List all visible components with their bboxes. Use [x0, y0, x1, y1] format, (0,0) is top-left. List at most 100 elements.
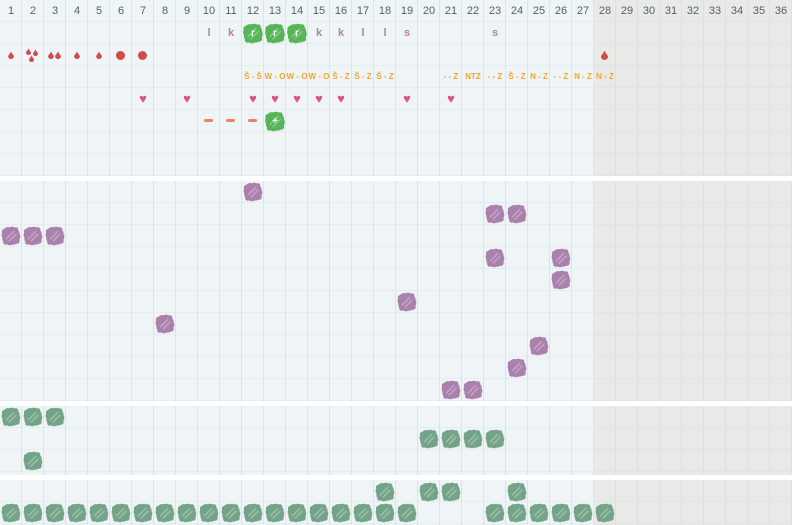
sprout-splat-icon[interactable]: r — [242, 23, 264, 44]
green-crop-section-b — [0, 480, 792, 525]
crop-blob-icon[interactable] — [573, 503, 593, 523]
planting-calendar-board: 1234567891011121314151617181920212223242… — [0, 0, 792, 525]
sprout-splat-icon[interactable]: r — [264, 23, 286, 44]
crop-blob-icon[interactable] — [485, 248, 505, 268]
crop-blob-icon[interactable] — [89, 503, 109, 523]
crop-blob-icon[interactable] — [23, 503, 43, 523]
crop-blob-icon[interactable] — [309, 503, 329, 523]
off-season-zone — [594, 181, 792, 401]
week-number-label: 32 — [682, 0, 704, 22]
schedule-code-label: - - Z — [549, 66, 573, 88]
week-number-label: 24 — [506, 0, 528, 22]
week-number-label: 4 — [66, 0, 88, 22]
heart-icon: ♥ — [286, 88, 308, 110]
crop-blob-icon[interactable] — [441, 429, 461, 449]
crop-blob-icon[interactable] — [463, 380, 483, 400]
week-number-label: 35 — [748, 0, 770, 22]
schedule-code-label: N - Z — [593, 66, 617, 88]
crop-blob-icon[interactable] — [441, 482, 461, 502]
crop-blob-icon[interactable] — [507, 503, 527, 523]
plant-letter-label: l — [352, 22, 374, 44]
week-number-label: 5 — [88, 0, 110, 22]
crop-blob-icon[interactable] — [353, 503, 373, 523]
crop-blob-icon[interactable] — [551, 248, 571, 268]
week-number-label: 22 — [462, 0, 484, 22]
week-number-label: 2 — [22, 0, 44, 22]
crop-blob-icon[interactable] — [243, 182, 263, 202]
schedule-code-label: Š - Z — [373, 66, 397, 88]
schedule-code-label: Š - Š — [241, 66, 265, 88]
crop-blob-icon[interactable] — [111, 503, 131, 523]
sprout-splat-icon[interactable]: r — [286, 23, 308, 44]
crop-blob-icon[interactable] — [463, 429, 483, 449]
off-season-zone — [594, 0, 792, 176]
crop-blob-icon[interactable] — [23, 407, 43, 427]
crop-blob-icon[interactable] — [551, 503, 571, 523]
crop-blob-icon[interactable] — [595, 503, 615, 523]
crop-blob-icon[interactable] — [67, 503, 87, 523]
plant-letter-label: l — [198, 22, 220, 44]
heart-icon: ♥ — [440, 88, 462, 110]
crop-blob-icon[interactable] — [507, 204, 527, 224]
crop-blob-icon[interactable] — [529, 503, 549, 523]
crop-blob-icon[interactable] — [45, 407, 65, 427]
plant-letter-label: k — [308, 22, 330, 44]
crop-blob-icon[interactable] — [177, 503, 197, 523]
week-number-label: 21 — [440, 0, 462, 22]
crop-blob-icon[interactable] — [507, 482, 527, 502]
crop-blob-icon[interactable] — [397, 292, 417, 312]
crop-blob-icon[interactable] — [331, 503, 351, 523]
crop-blob-icon[interactable] — [23, 451, 43, 471]
week-number-label: 27 — [572, 0, 594, 22]
crop-blob-icon[interactable] — [529, 336, 549, 356]
crop-blob-icon[interactable] — [23, 226, 43, 246]
week-number-label: 20 — [418, 0, 440, 22]
crop-blob-icon[interactable] — [287, 503, 307, 523]
crop-blob-icon[interactable] — [1, 226, 21, 246]
week-number-label: 9 — [176, 0, 198, 22]
crop-blob-icon[interactable] — [375, 503, 395, 523]
crop-blob-icon[interactable] — [155, 314, 175, 334]
week-number-label: 6 — [110, 0, 132, 22]
plant-letter-label: s — [484, 22, 506, 44]
crop-blob-icon[interactable] — [441, 380, 461, 400]
crop-blob-icon[interactable] — [419, 429, 439, 449]
week-number-label: 7 — [132, 0, 154, 22]
crop-blob-icon[interactable] — [1, 503, 21, 523]
plant-letter-label: k — [220, 22, 242, 44]
sprout-splat-icon[interactable]: + — [264, 111, 286, 132]
week-number-label: 1 — [0, 0, 22, 22]
crop-blob-icon[interactable] — [375, 482, 395, 502]
crop-blob-icon[interactable] — [419, 482, 439, 502]
crop-blob-icon[interactable] — [485, 429, 505, 449]
crop-blob-icon[interactable] — [45, 503, 65, 523]
crop-blob-icon[interactable] — [551, 270, 571, 290]
week-number-label: 34 — [726, 0, 748, 22]
crop-blob-icon[interactable] — [243, 503, 263, 523]
week-number-label: 25 — [528, 0, 550, 22]
crop-blob-icon[interactable] — [485, 204, 505, 224]
week-number-label: 23 — [484, 0, 506, 22]
schedule-code-label: Š - Z — [351, 66, 375, 88]
water-dot-icon — [116, 51, 125, 60]
week-number-label: 29 — [616, 0, 638, 22]
schedule-code-label: - - Z — [483, 66, 507, 88]
crop-blob-icon[interactable] — [507, 358, 527, 378]
crop-blob-icon[interactable] — [397, 503, 417, 523]
crop-blob-icon[interactable] — [155, 503, 175, 523]
crop-blob-icon[interactable] — [133, 503, 153, 523]
calendar-top-section: 1234567891011121314151617181920212223242… — [0, 0, 792, 176]
crop-blob-icon[interactable] — [221, 503, 241, 523]
water-drop-icon — [29, 55, 34, 62]
schedule-code-label: Š - Z — [505, 66, 529, 88]
schedule-code-label: NTZ — [461, 66, 485, 88]
green-crop-section-a — [0, 406, 792, 475]
crop-blob-icon[interactable] — [199, 503, 219, 523]
crop-blob-icon[interactable] — [45, 226, 65, 246]
week-number-label: 19 — [396, 0, 418, 22]
dash-icon — [248, 119, 257, 122]
crop-blob-icon[interactable] — [265, 503, 285, 523]
crop-blob-icon[interactable] — [485, 503, 505, 523]
week-number-label: 8 — [154, 0, 176, 22]
crop-blob-icon[interactable] — [1, 407, 21, 427]
